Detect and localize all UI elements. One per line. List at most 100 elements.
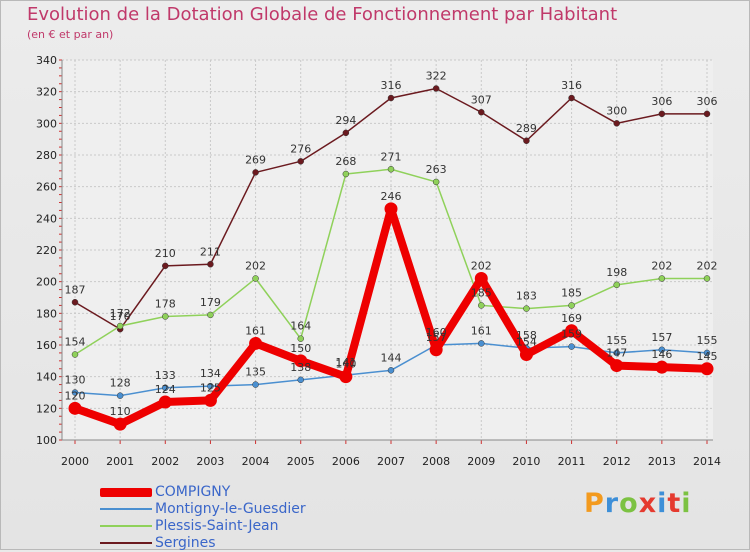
data-point-sergines [297,158,304,165]
legend-label-plessis: Plessis-Saint-Jean [155,518,279,534]
y-tick-label: 320 [36,86,57,99]
data-label-plessis-saint-jean: 185 [471,286,492,299]
y-tick-label: 300 [36,117,57,130]
data-point-sergines [613,120,620,127]
x-tick-label: 2003 [196,455,224,468]
data-point-compigny [474,272,488,285]
x-tick-label: 2006 [332,455,360,468]
data-label-montigny-le-guesdier: 157 [651,331,672,344]
legend-swatch-plessis [100,525,152,527]
data-point-compigny [158,395,172,409]
y-tick-label: 280 [36,149,57,162]
data-label-plessis-saint-jean: 202 [651,260,672,273]
y-tick-label: 260 [36,181,57,194]
data-label-sergines: 307 [471,93,492,106]
data-label-sergines: 300 [606,104,627,117]
data-point-compigny [429,343,443,357]
legend-swatch-compigny [100,488,152,497]
data-label-compigny: 157 [426,331,447,344]
legend-label-compigny: COMPIGNY [155,484,231,500]
logo-letter: i [681,488,692,519]
legend-label-sergines: Sergines [155,535,216,551]
data-point-montigny-le-guesdier [71,389,79,396]
x-tick-label: 2002 [151,455,179,468]
x-tick-label: 2014 [693,455,721,468]
data-label-montigny-le-guesdier: 138 [290,361,311,374]
data-label-sergines: 269 [245,153,266,166]
x-tick-label: 2009 [467,455,495,468]
data-label-plessis-saint-jean: 154 [65,336,86,349]
data-label-sergines: 170 [110,310,131,323]
data-point-plessis-saint-jean [523,305,530,312]
data-label-compigny: 120 [65,389,86,402]
x-tick-label: 2013 [648,455,676,468]
y-tick-label: 100 [36,434,57,447]
data-point-plessis-saint-jean [297,335,304,342]
data-label-compigny: 161 [245,324,266,337]
x-tick-label: 2000 [61,455,89,468]
chart-title: Evolution de la Dotation Globale de Fonc… [27,4,618,25]
data-point-plessis-saint-jean [252,275,259,282]
data-label-sergines: 306 [651,95,672,108]
proxiti-logo: Proxiti [584,488,692,519]
data-point-sergines [523,137,530,144]
data-label-plessis-saint-jean: 271 [381,150,402,163]
data-point-sergines [387,94,395,102]
data-label-plessis-saint-jean: 185 [561,286,582,299]
data-label-sergines: 210 [155,247,176,260]
data-label-montigny-le-guesdier: 144 [381,351,402,364]
data-point-plessis-saint-jean [207,311,214,319]
logo-letter: o [619,488,639,519]
data-point-sergines [207,261,214,268]
data-point-plessis-saint-jean [162,313,169,320]
y-tick-label: 140 [36,371,57,384]
x-tick-label: 2011 [558,455,586,468]
data-point-sergines [478,109,485,116]
data-label-plessis-saint-jean: 268 [335,155,356,168]
data-point-sergines [432,85,440,92]
y-tick-label: 120 [36,402,57,415]
data-label-sergines: 316 [381,79,402,92]
data-label-sergines: 289 [516,122,537,135]
data-point-sergines [703,110,711,118]
data-label-montigny-le-guesdier: 158 [516,329,537,342]
data-point-montigny-le-guesdier [568,343,575,350]
data-point-plessis-saint-jean [568,302,575,309]
data-label-sergines: 187 [65,283,86,296]
y-tick-label: 220 [36,244,57,257]
data-point-compigny [294,354,308,368]
data-point-compigny [339,370,353,384]
data-point-montigny-le-guesdier [658,346,666,353]
data-point-compigny [249,336,263,350]
data-point-montigny-le-guesdier [116,392,124,399]
data-point-compigny [68,401,82,415]
data-point-plessis-saint-jean [342,170,350,178]
data-label-montigny-le-guesdier: 133 [155,369,176,382]
data-label-compigny: 202 [471,260,492,273]
logo-letter: x [638,488,658,519]
data-label-compigny: 246 [381,190,402,203]
data-label-montigny-le-guesdier: 130 [65,374,86,387]
data-point-compigny [384,202,398,216]
data-point-compigny [519,348,533,361]
data-label-montigny-le-guesdier: 135 [245,366,266,379]
data-label-plessis-saint-jean: 202 [245,260,266,273]
data-label-compigny: 147 [606,347,627,360]
legend-swatch-sergines [100,542,152,544]
data-label-sergines: 294 [335,114,356,127]
logo-letter: P [584,488,605,519]
data-point-plessis-saint-jean [116,322,124,330]
data-point-compigny [113,417,127,431]
x-tick-label: 2007 [377,455,405,468]
data-label-plessis-saint-jean: 202 [697,260,718,273]
y-tick-label: 180 [36,307,57,320]
data-label-compigny: 150 [290,342,311,355]
data-label-montigny-le-guesdier: 134 [200,367,221,380]
data-point-plessis-saint-jean [658,275,666,282]
data-label-plessis-saint-jean: 198 [606,266,627,279]
legend-swatch-montigny [100,508,152,510]
data-point-montigny-le-guesdier [207,382,214,390]
data-point-plessis-saint-jean [613,281,620,289]
logo-letter: r [604,488,620,519]
data-point-plessis-saint-jean [703,275,711,282]
